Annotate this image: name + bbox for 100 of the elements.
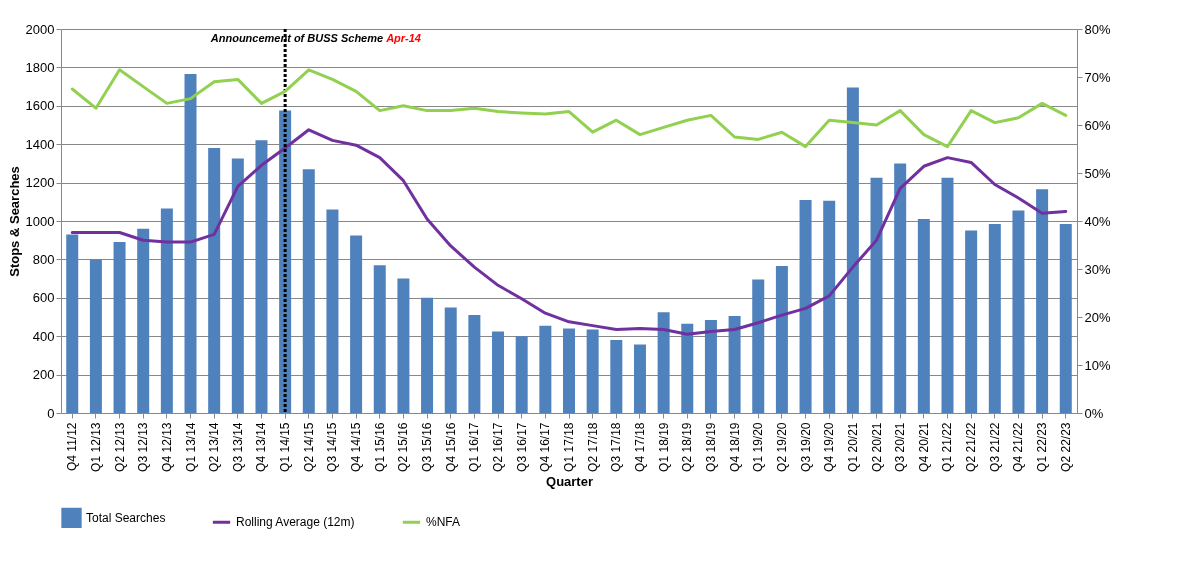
- bar: [1012, 210, 1025, 413]
- bar: [326, 209, 339, 413]
- y-tick-label: 1000: [25, 213, 55, 229]
- x-tick-label: Q4 14/15: [349, 422, 364, 472]
- bar: [563, 328, 575, 413]
- y2-tick-label: 40%: [1084, 213, 1111, 229]
- x-tick-label: Q1 12/13: [88, 422, 103, 472]
- x-tick-label: Q1 17/18: [562, 422, 576, 472]
- bar: [775, 266, 788, 413]
- bar: [633, 344, 646, 413]
- x-tick-label: Q1 20/21: [845, 422, 860, 472]
- bar: [1036, 189, 1049, 413]
- bar: [539, 325, 552, 413]
- x-tick-label: Q1 21/22: [940, 422, 955, 472]
- bar: [444, 307, 457, 413]
- x-tick-label: Q3 14/15: [325, 422, 340, 472]
- line-series: [70, 68, 1068, 149]
- x-tick-label: Q4 20/21: [916, 422, 931, 472]
- bar: [492, 331, 505, 413]
- x-tick-label: Q4 16/17: [538, 422, 553, 472]
- x-tick-label: Q1 15/16: [372, 422, 387, 472]
- x-tick-label: Q4 19/20: [822, 422, 837, 472]
- x-tick-label: Q3 13/14: [230, 422, 245, 472]
- y2-tick-label: 70%: [1084, 69, 1111, 85]
- x-tick-label: Q1 22/23: [1035, 422, 1050, 472]
- bar: [160, 208, 173, 413]
- bar: [704, 319, 717, 413]
- y-tick-label: 600: [32, 290, 55, 306]
- x-tick-label: Q4 13/14: [254, 422, 269, 472]
- y-tick-label: 1800: [25, 59, 55, 75]
- bar: [137, 228, 150, 413]
- y-tick-label: 1400: [25, 136, 55, 152]
- bar: [917, 219, 930, 413]
- x-tick-label: Q3 19/20: [798, 422, 813, 472]
- legend-label: Total Searches: [86, 510, 166, 525]
- bar: [89, 259, 102, 413]
- x-tick-label: Q3 18/19: [703, 422, 718, 472]
- bar: [208, 148, 221, 413]
- y2-tick-label: 30%: [1084, 261, 1111, 277]
- x-tick-label: Q2 17/18: [585, 422, 600, 472]
- bar: [894, 163, 907, 413]
- x-tick-label: Q2 18/19: [680, 422, 695, 472]
- x-tick-label: Q2 21/22: [964, 422, 979, 472]
- y-tick-label: 0: [47, 405, 55, 421]
- x-tick-label: Q1 19/20: [751, 422, 766, 472]
- bar: [681, 323, 694, 413]
- x-tick-label: Q2 22/23: [1058, 422, 1073, 472]
- x-tick-label: Q3 20/21: [893, 422, 908, 472]
- x-tick-label: Q4 21/22: [1011, 422, 1026, 472]
- y-tick-label: 200: [32, 367, 55, 383]
- line-series: [70, 128, 1068, 336]
- x-tick-label: Q2 19/20: [774, 422, 789, 472]
- x-tick-label: Q2 15/16: [396, 422, 411, 472]
- x-tick-label: Q2 13/14: [207, 422, 222, 472]
- bar: [468, 315, 481, 413]
- bar: [752, 279, 765, 413]
- x-tick-label: Q3 16/17: [514, 422, 529, 472]
- y-axis-title: Stops & Searches: [6, 166, 22, 277]
- x-tick-label: Q4 18/19: [727, 422, 742, 472]
- x-tick-label: Q3 21/22: [987, 422, 1002, 472]
- bar: [657, 312, 670, 413]
- bar: [113, 242, 126, 413]
- bar: [586, 329, 599, 413]
- bar: [350, 235, 363, 413]
- y2-tick-label: 50%: [1084, 165, 1111, 181]
- bar: [799, 199, 812, 413]
- x-tick-label: Q3 12/13: [136, 422, 151, 472]
- y2-tick-label: 60%: [1084, 117, 1111, 133]
- bar: [728, 316, 741, 413]
- y2-tick-label: 80%: [1084, 21, 1111, 37]
- bar: [255, 140, 268, 413]
- x-tick-label: Q3 15/16: [420, 422, 435, 472]
- bar: [66, 234, 79, 413]
- x-tick-label: Q4 17/18: [632, 422, 647, 472]
- bar: [231, 158, 244, 413]
- legend-label: Rolling Average (12m): [236, 515, 355, 530]
- bar: [610, 340, 623, 413]
- x-tick-label: Q2 12/13: [112, 422, 127, 472]
- y2-tick-label: 20%: [1084, 309, 1111, 325]
- ref-line-label: Announcement of BUSS Scheme: [209, 32, 384, 44]
- bar: [823, 200, 836, 413]
- y-tick-label: 1200: [25, 175, 55, 191]
- x-tick-label: Q2 20/21: [869, 422, 884, 472]
- x-tick-label: Q4 12/13: [159, 422, 174, 472]
- bar: [373, 265, 386, 413]
- x-tick-label: Q4 11/12: [65, 422, 80, 471]
- bar: [941, 177, 954, 413]
- y-tick-label: 1600: [25, 98, 55, 114]
- annotation: Apr-14: [385, 32, 421, 44]
- y2-tick-label: 0%: [1084, 405, 1104, 421]
- x-tick-label: Q3 17/18: [609, 422, 624, 472]
- bar: [1059, 223, 1072, 413]
- bar: [302, 169, 315, 413]
- y-tick-label: 800: [32, 251, 55, 267]
- x-tick-label: Q1 14/15: [278, 422, 293, 472]
- x-tick-label: Q1 18/19: [656, 422, 671, 472]
- bar: [421, 297, 434, 413]
- bar: [965, 230, 978, 413]
- y2-tick-label: 10%: [1084, 357, 1111, 373]
- y-tick-label: 2000: [25, 21, 55, 37]
